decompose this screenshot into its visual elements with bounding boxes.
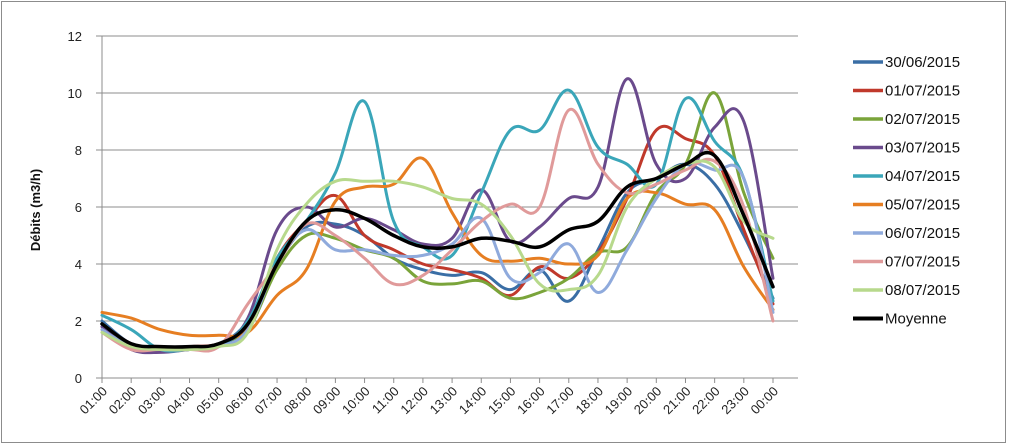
legend: 30/06/2015 01/07/2015 02/07/2015 03/07/2015… — [853, 54, 960, 328]
series-line-2 — [100, 124, 775, 352]
x-tick-label: 19:00 — [602, 384, 636, 418]
legend-label: 01/07/2015 — [885, 83, 960, 100]
x-tick-label: 13:00 — [427, 384, 461, 418]
x-tick-label: 09:00 — [310, 384, 344, 418]
y-tick-label: 10 — [68, 86, 82, 101]
x-tick-label: 04:00 — [164, 384, 198, 418]
series-lines — [100, 77, 775, 355]
x-tick-label: 23:00 — [718, 384, 752, 418]
x-tick-label: 00:00 — [748, 384, 782, 418]
y-tick-label: 2 — [75, 314, 82, 329]
x-tick-label: 12:00 — [397, 384, 431, 418]
legend-label: 04/07/2015 — [885, 168, 960, 185]
series-line-10 — [100, 150, 775, 349]
legend-label: 03/07/2015 — [885, 140, 960, 157]
x-tick-label: 21:00 — [660, 384, 694, 418]
x-tick-label: 14:00 — [456, 384, 490, 418]
x-tick-label: 05:00 — [193, 384, 227, 418]
axes: 02468101201:0002:0003:0004:0005:0006:000… — [68, 29, 798, 417]
x-tick-label: 03:00 — [135, 384, 169, 418]
y-tick-label: 0 — [75, 371, 82, 386]
series-line-5 — [100, 88, 775, 353]
gridlines — [102, 35, 798, 322]
x-tick-label: 06:00 — [222, 384, 256, 418]
x-tick-label: 02:00 — [106, 384, 140, 418]
x-tick-label: 22:00 — [689, 384, 723, 418]
legend-label: 30/06/2015 — [885, 54, 960, 71]
x-tick-label: 17:00 — [543, 384, 577, 418]
x-tick-label: 11:00 — [369, 384, 402, 417]
y-tick-label: 6 — [75, 200, 82, 215]
series-line-4 — [100, 77, 775, 355]
legend-label: 05/07/2015 — [885, 197, 960, 214]
x-tick-label: 10:00 — [339, 384, 373, 418]
legend-label: 07/07/2015 — [885, 254, 960, 271]
legend-label: Moyenne — [885, 311, 947, 328]
y-tick-label: 12 — [68, 29, 82, 44]
x-tick-label: 01:00 — [77, 384, 111, 418]
series-line-8 — [100, 107, 775, 353]
x-tick-label: 15:00 — [485, 384, 519, 418]
y-tick-label: 8 — [75, 143, 82, 158]
y-axis-label: Débits (m3/h) — [28, 169, 43, 251]
x-tick-label: 07:00 — [252, 384, 286, 418]
legend-label: 02/07/2015 — [885, 111, 960, 128]
x-tick-label: 20:00 — [631, 384, 665, 418]
y-tick-label: 4 — [75, 257, 82, 272]
x-tick-label: 08:00 — [281, 384, 315, 418]
legend-label: 06/07/2015 — [885, 225, 960, 242]
x-tick-label: 16:00 — [514, 384, 548, 418]
legend-label: 08/07/2015 — [885, 282, 960, 299]
x-tick-label: 18:00 — [572, 384, 606, 418]
